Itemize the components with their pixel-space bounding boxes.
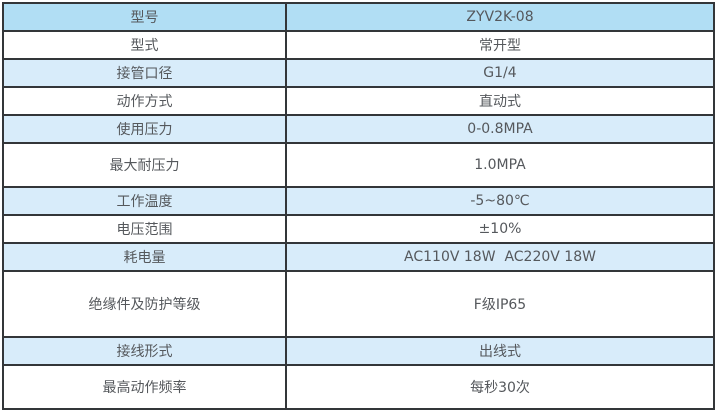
table-row: 耗电量 AC110V 18W AC220V 18W	[2, 242, 715, 272]
table-row: 接线形式 出线式	[2, 336, 715, 366]
spec-label-cell: 型式	[2, 30, 287, 60]
spec-value-cell: ZYV2K-08	[285, 2, 715, 32]
spec-label-cell: 动作方式	[2, 86, 287, 116]
spec-value-cell: 1.0MPA	[285, 142, 715, 188]
spec-label-cell: 使用压力	[2, 114, 287, 144]
spec-table: 型号 ZYV2K-08 型式 常开型 接管口径 G1/4 动作方式 直动式 使用…	[2, 2, 715, 410]
table-row: 使用压力 0-0.8MPA	[2, 114, 715, 144]
spec-value-cell: AC110V 18W AC220V 18W	[285, 242, 715, 272]
spec-value-cell: 直动式	[285, 86, 715, 116]
spec-value-cell: G1/4	[285, 58, 715, 88]
table-row: 最高动作频率 每秒30次	[2, 364, 715, 410]
spec-value-cell: 出线式	[285, 336, 715, 366]
table-row: 型式 常开型	[2, 30, 715, 60]
spec-value-cell: ±10%	[285, 214, 715, 244]
spec-label-cell: 最大耐压力	[2, 142, 287, 188]
table-row: 工作温度 -5~80℃	[2, 186, 715, 216]
table-row: 动作方式 直动式	[2, 86, 715, 116]
table-row: 电压范围 ±10%	[2, 214, 715, 244]
table-row: 接管口径 G1/4	[2, 58, 715, 88]
spec-label-cell: 工作温度	[2, 186, 287, 216]
spec-label-cell: 型号	[2, 2, 287, 32]
spec-label-cell: 接管口径	[2, 58, 287, 88]
spec-label-cell: 最高动作频率	[2, 364, 287, 410]
spec-value-cell: F级IP65	[285, 270, 715, 338]
table-row: 最大耐压力 1.0MPA	[2, 142, 715, 188]
spec-label-cell: 电压范围	[2, 214, 287, 244]
spec-value-cell: -5~80℃	[285, 186, 715, 216]
spec-label-cell: 接线形式	[2, 336, 287, 366]
spec-value-cell: 常开型	[285, 30, 715, 60]
table-row: 型号 ZYV2K-08	[2, 2, 715, 32]
spec-value-cell: 0-0.8MPA	[285, 114, 715, 144]
spec-label-cell: 耗电量	[2, 242, 287, 272]
spec-label-cell: 绝缘件及防护等级	[2, 270, 287, 338]
spec-value-cell: 每秒30次	[285, 364, 715, 410]
table-row: 绝缘件及防护等级 F级IP65	[2, 270, 715, 338]
